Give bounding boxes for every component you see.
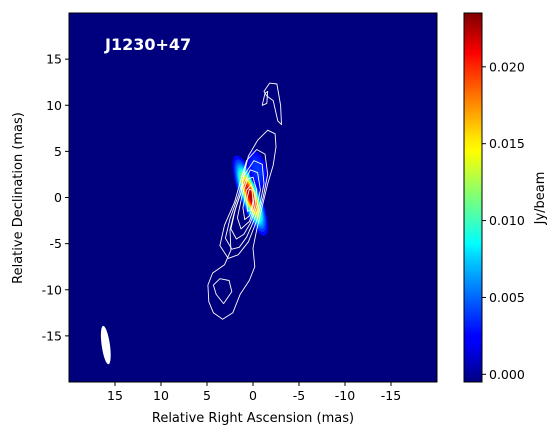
contour-line-2 xyxy=(261,90,269,106)
contour-line-0 xyxy=(207,129,277,320)
y-tick-label: 5 xyxy=(54,144,62,159)
y-tick-label: 10 xyxy=(46,98,62,113)
x-axis-label: Relative Right Ascension (mas) xyxy=(152,411,354,426)
source-label: J1230+47 xyxy=(104,35,191,54)
heatmap-level-1-17 xyxy=(256,169,259,171)
contour-line-7 xyxy=(236,176,258,230)
x-tick-label: -15 xyxy=(381,388,401,403)
plot-area xyxy=(68,12,438,383)
colorbar-tick-label: 0.010 xyxy=(489,213,525,228)
y-tick-label: 0 xyxy=(54,190,62,205)
contour-line-1 xyxy=(263,82,282,126)
x-tick-label: -10 xyxy=(335,388,355,403)
x-axis-ticks: 15 10 5 0 -5 -10 -15 xyxy=(107,382,401,403)
y-tick-label: -15 xyxy=(42,328,62,343)
heatmap-level-0-17 xyxy=(249,195,251,197)
colorbar-tick-label: 0.005 xyxy=(489,290,525,305)
colorbar-tick-label: 0.020 xyxy=(489,59,525,74)
contour-line-5 xyxy=(224,160,265,250)
x-tick-label: 0 xyxy=(249,388,257,403)
y-axis-ticks: -15 -10 -5 0 5 10 15 xyxy=(42,52,69,343)
beam-ellipse xyxy=(100,325,111,365)
colorbar-label: Jy/beam xyxy=(533,172,548,226)
contour-lines xyxy=(207,82,282,320)
colorbar: 0.000 0.005 0.010 0.015 0.020 Jy/beam xyxy=(463,12,548,383)
colorbar-fill xyxy=(463,12,483,383)
x-tick-label: 5 xyxy=(203,388,211,403)
x-tick-label: 15 xyxy=(107,388,123,403)
y-tick-label: 15 xyxy=(46,52,62,67)
y-axis-label: Relative Declination (mas) xyxy=(11,112,26,284)
contour-line-9 xyxy=(246,188,254,212)
y-tick-label: -5 xyxy=(50,236,62,251)
contour-line-4 xyxy=(219,149,269,259)
colorbar-tick-label: 0.000 xyxy=(489,367,525,382)
x-tick-label: 10 xyxy=(153,388,169,403)
beam-ellipse-group xyxy=(100,325,111,365)
contour-line-3 xyxy=(212,278,233,305)
contour-line-6 xyxy=(230,169,261,240)
y-tick-label: -10 xyxy=(42,282,62,297)
colorbar-ticks: 0.000 0.005 0.010 0.015 0.020 xyxy=(482,59,525,382)
colorbar-tick-label: 0.015 xyxy=(489,136,525,151)
x-tick-label: -5 xyxy=(293,388,305,403)
contour-line-8 xyxy=(242,184,256,221)
